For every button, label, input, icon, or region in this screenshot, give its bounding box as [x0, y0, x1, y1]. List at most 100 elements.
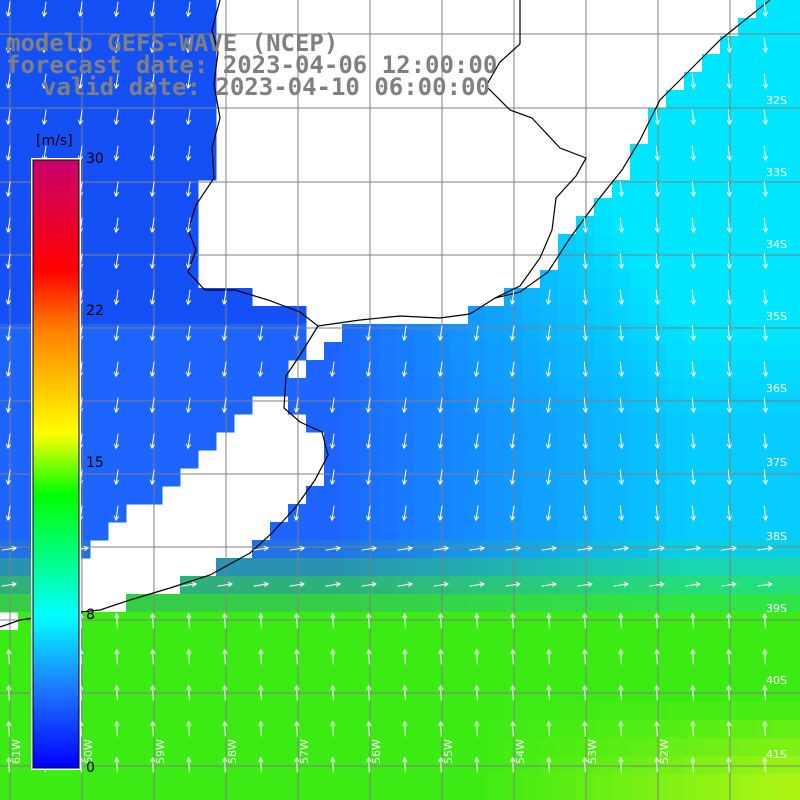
wind-arrow [114, 685, 120, 701]
wind-cell [432, 342, 451, 361]
wind-cell [90, 90, 109, 109]
wind-cell [630, 612, 649, 631]
wind-cell [360, 378, 379, 397]
wind-cell [738, 216, 757, 235]
wind-cell [648, 414, 667, 433]
wind-cell [378, 666, 397, 685]
wind-arrow [401, 469, 408, 485]
wind-cell [216, 594, 235, 613]
wind-arrow [185, 253, 192, 269]
wind-cell [162, 774, 181, 793]
wind-cell [774, 90, 793, 109]
wind-cell [414, 468, 433, 487]
wind-cell [90, 720, 109, 739]
wind-cell [720, 162, 739, 181]
wind-cell [486, 378, 505, 397]
wind-cell [522, 774, 541, 793]
wind-cell [558, 306, 577, 325]
wind-cell [0, 792, 19, 800]
wind-cell [486, 594, 505, 613]
wind-cell [198, 720, 217, 739]
wind-arrow [654, 145, 660, 161]
wind-cell [630, 720, 649, 739]
wind-arrow [149, 361, 156, 377]
wind-arrow [150, 721, 156, 737]
wind-cell [738, 396, 757, 415]
wind-arrow [505, 581, 521, 588]
wind-arrow [221, 289, 228, 305]
wind-cell [126, 0, 145, 19]
wind-arrow [510, 649, 516, 665]
wind-cell [432, 558, 451, 577]
wind-cell [738, 36, 757, 55]
wind-cell [522, 558, 541, 577]
wind-cell [108, 378, 127, 397]
wind-arrow [618, 757, 624, 773]
wind-cell [720, 450, 739, 469]
wind-cell [486, 540, 505, 559]
wind-arrow [401, 433, 408, 449]
wind-arrow [5, 37, 12, 53]
wind-cell [378, 522, 397, 541]
wind-cell [72, 774, 91, 793]
longitude-label: 59W [154, 739, 167, 764]
wind-cell [774, 594, 793, 613]
wind-cell [342, 378, 361, 397]
wind-cell [108, 162, 127, 181]
wind-cell [450, 540, 469, 559]
wind-cell [522, 576, 541, 595]
wind-cell [360, 630, 379, 649]
wind-arrow [114, 613, 120, 629]
wind-cell [702, 522, 721, 541]
wind-cell [612, 738, 631, 757]
wind-cell [198, 90, 217, 109]
wind-arrow [5, 397, 12, 413]
wind-cell [594, 198, 613, 217]
wind-arrow [618, 289, 624, 305]
wind-cell [576, 594, 595, 613]
wind-arrow [294, 757, 300, 773]
wind-arrow [654, 181, 660, 197]
wind-cell [306, 522, 325, 541]
wind-arrow [186, 613, 192, 629]
wind-cell [36, 774, 55, 793]
wind-cell [738, 126, 757, 145]
wind-arrow [762, 73, 768, 89]
wind-arrow [253, 545, 269, 552]
wind-arrow [5, 289, 12, 305]
wind-cell [522, 396, 541, 415]
wind-cell [234, 720, 253, 739]
wind-cell [288, 702, 307, 721]
wind-cell [666, 612, 685, 631]
wind-cell [522, 648, 541, 667]
wind-cell [558, 378, 577, 397]
wind-cell [756, 414, 775, 433]
wind-arrow [185, 73, 192, 89]
wind-arrow [221, 397, 228, 413]
wind-cell [90, 522, 109, 541]
wind-cell [648, 234, 667, 253]
wind-cell [342, 558, 361, 577]
wind-arrow [690, 181, 696, 197]
wind-cell [666, 414, 685, 433]
wind-cell [252, 594, 271, 613]
wind-cell [18, 792, 37, 800]
wind-cell [234, 324, 253, 343]
wind-cell [630, 432, 649, 451]
wind-cell [630, 306, 649, 325]
wind-cell [504, 414, 523, 433]
wind-arrow [217, 581, 233, 588]
wind-cell [702, 216, 721, 235]
wind-arrow [5, 469, 12, 485]
wind-cell [378, 756, 397, 775]
wind-cell [90, 486, 109, 505]
wind-cell [180, 270, 199, 289]
wind-cell [0, 18, 19, 37]
wind-cell [738, 576, 757, 595]
wind-cell [162, 468, 181, 487]
wind-cell [234, 702, 253, 721]
wind-cell [396, 594, 415, 613]
wind-cell [432, 414, 451, 433]
wind-cell [540, 486, 559, 505]
wind-cell [738, 738, 757, 757]
